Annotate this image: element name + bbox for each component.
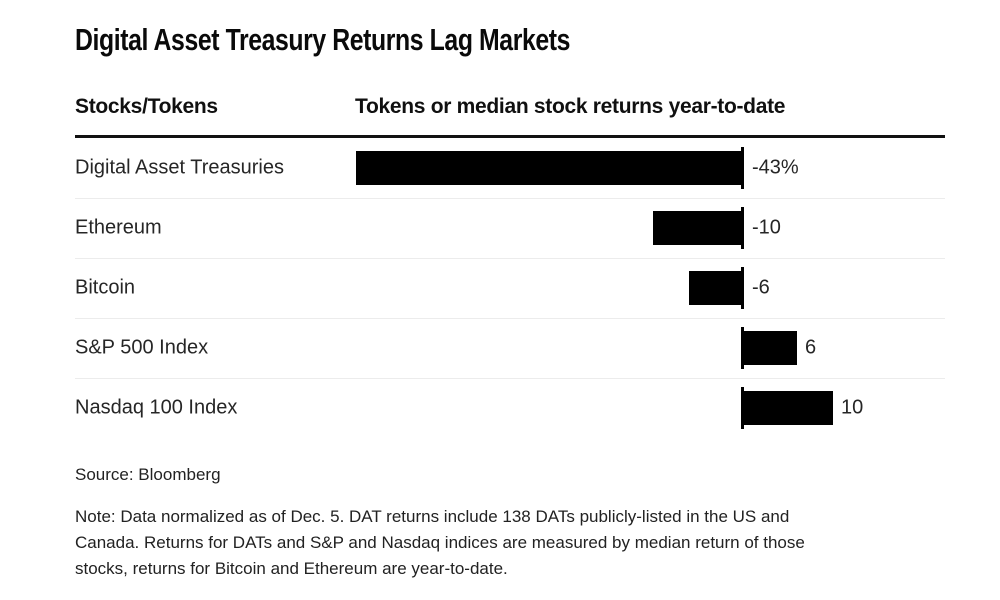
bar [653,211,743,245]
column-header-returns: Tokens or median stock returns year-to-d… [355,95,786,118]
chart-title: Digital Asset Treasury Returns Lag Marke… [75,22,570,57]
table-row: Bitcoin -6 [0,258,1000,318]
row-separator [75,198,945,199]
value-label: 6 [805,336,817,359]
note-line: Canada. Returns for DATs and S&P and Nas… [75,533,805,552]
note-line: stocks, returns for Bitcoin and Ethereum… [75,559,508,578]
zero-axis-tick [741,267,744,309]
table-row: Digital Asset Treasuries -43% [0,138,1000,198]
note-text: Note: Data normalized as of Dec. 5. DAT … [75,504,945,582]
zero-axis-tick [741,387,744,429]
header-rule [75,135,945,138]
bar [689,271,743,305]
category-label: Nasdaq 100 Index [75,396,238,419]
category-label: Digital Asset Treasuries [75,156,284,179]
column-headers: Stocks/Tokens Tokens or median stock ret… [0,95,1000,119]
value-label: -43% [752,156,799,179]
row-separator [75,318,945,319]
value-label: -10 [752,216,781,239]
category-label: Bitcoin [75,276,136,299]
column-header-stocks-tokens: Stocks/Tokens [75,95,218,118]
table-row: S&P 500 Index 6 [0,318,1000,378]
zero-axis-tick [741,327,744,369]
row-separator [75,258,945,259]
zero-axis-tick [741,147,744,189]
bar [743,331,797,365]
table-row: Nasdaq 100 Index 10 [0,378,1000,438]
value-label: 10 [841,396,864,419]
table-row: Ethereum -10 [0,198,1000,258]
source-text: Source: Bloomberg [75,465,221,484]
bar [743,391,833,425]
bar [356,151,743,185]
value-label: -6 [752,276,770,299]
row-separator [75,378,945,379]
category-label: Ethereum [75,216,162,239]
zero-axis-tick [741,207,744,249]
note-line: Note: Data normalized as of Dec. 5. DAT … [75,507,790,526]
chart-rows: Digital Asset Treasuries -43% Ethereum -… [0,138,1000,438]
category-label: S&P 500 Index [75,336,209,359]
